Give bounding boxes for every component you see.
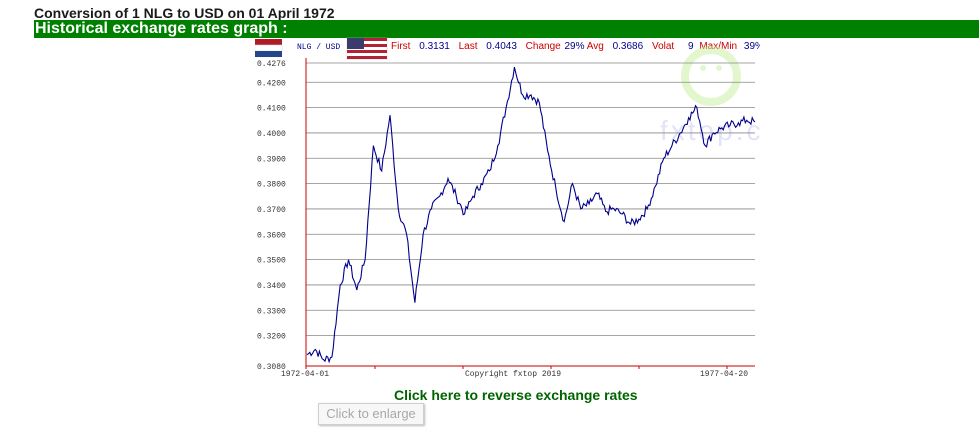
svg-text:First 0.3131 Last: First 0.3131 Last 0.4043 Change 29% Avg … [391,41,760,52]
y-tick-label: 0.4276 [257,60,286,69]
y-tick-label: 0.4000 [257,130,286,139]
first-value: 0.3131 [419,41,450,52]
currency-pair-label: NLG / USD [297,43,340,52]
maxmin-label: Max/Min [699,41,737,52]
copyright-label: Copyright fxtop 2019 [465,370,561,379]
first-label: First [391,41,411,52]
x-tick-label: 1972-04-01 [281,370,329,379]
enlarge-button[interactable]: Click to enlarge [318,403,424,425]
reverse-rates-link[interactable]: Click here to reverse exchange rates [394,387,638,403]
volat-label: Volat [652,41,674,52]
avg-value: 0.3686 [613,41,644,52]
y-tick-label: 0.4200 [257,79,286,88]
chart-grid [306,62,755,367]
last-value: 0.4043 [486,41,517,52]
y-tick-label: 0.3800 [257,181,286,190]
last-label: Last [459,41,478,52]
netherlands-flag-icon [255,39,283,57]
section-heading: Historical exchange rates graph : [35,20,288,37]
change-value: 29% [564,41,584,52]
y-tick-label: 0.3300 [257,307,286,316]
change-label: Change [526,41,561,52]
series-line-nlg-usd [306,66,756,364]
exchange-rate-chart[interactable]: NLG / USD First 0.3131 Last 0.4043 Chang… [255,36,760,384]
fxtop-watermark-logo: fxtop.com [660,46,760,146]
volat-value: 9 [688,41,694,52]
y-tick-label: 0.3900 [257,155,286,164]
series-points [306,66,756,361]
y-tick-label: 0.3400 [257,282,286,291]
maxmin-value: 39% [744,41,760,52]
us-flag-icon [346,37,388,60]
page-title: Conversion of 1 NLG to USD on 01 April 1… [34,5,335,21]
avg-label: Avg [587,41,604,52]
y-tick-label: 0.4100 [257,105,286,114]
y-tick-label: 0.3080 [257,363,286,372]
x-tick-label: 1977-04-20 [700,370,748,379]
y-tick-label: 0.3200 [257,333,286,342]
y-tick-label: 0.3600 [257,231,286,240]
y-tick-label: 0.3500 [257,257,286,266]
y-tick-label: 0.3700 [257,206,286,215]
x-axis: 1972-04-01 1977-04-20 [281,58,755,379]
y-axis-ticks: 0.3080 0.3200 0.3300 0.3400 0.3500 0.3600 0.37… [257,60,286,372]
section-header-bar: Historical exchange rates graph : [34,20,979,38]
